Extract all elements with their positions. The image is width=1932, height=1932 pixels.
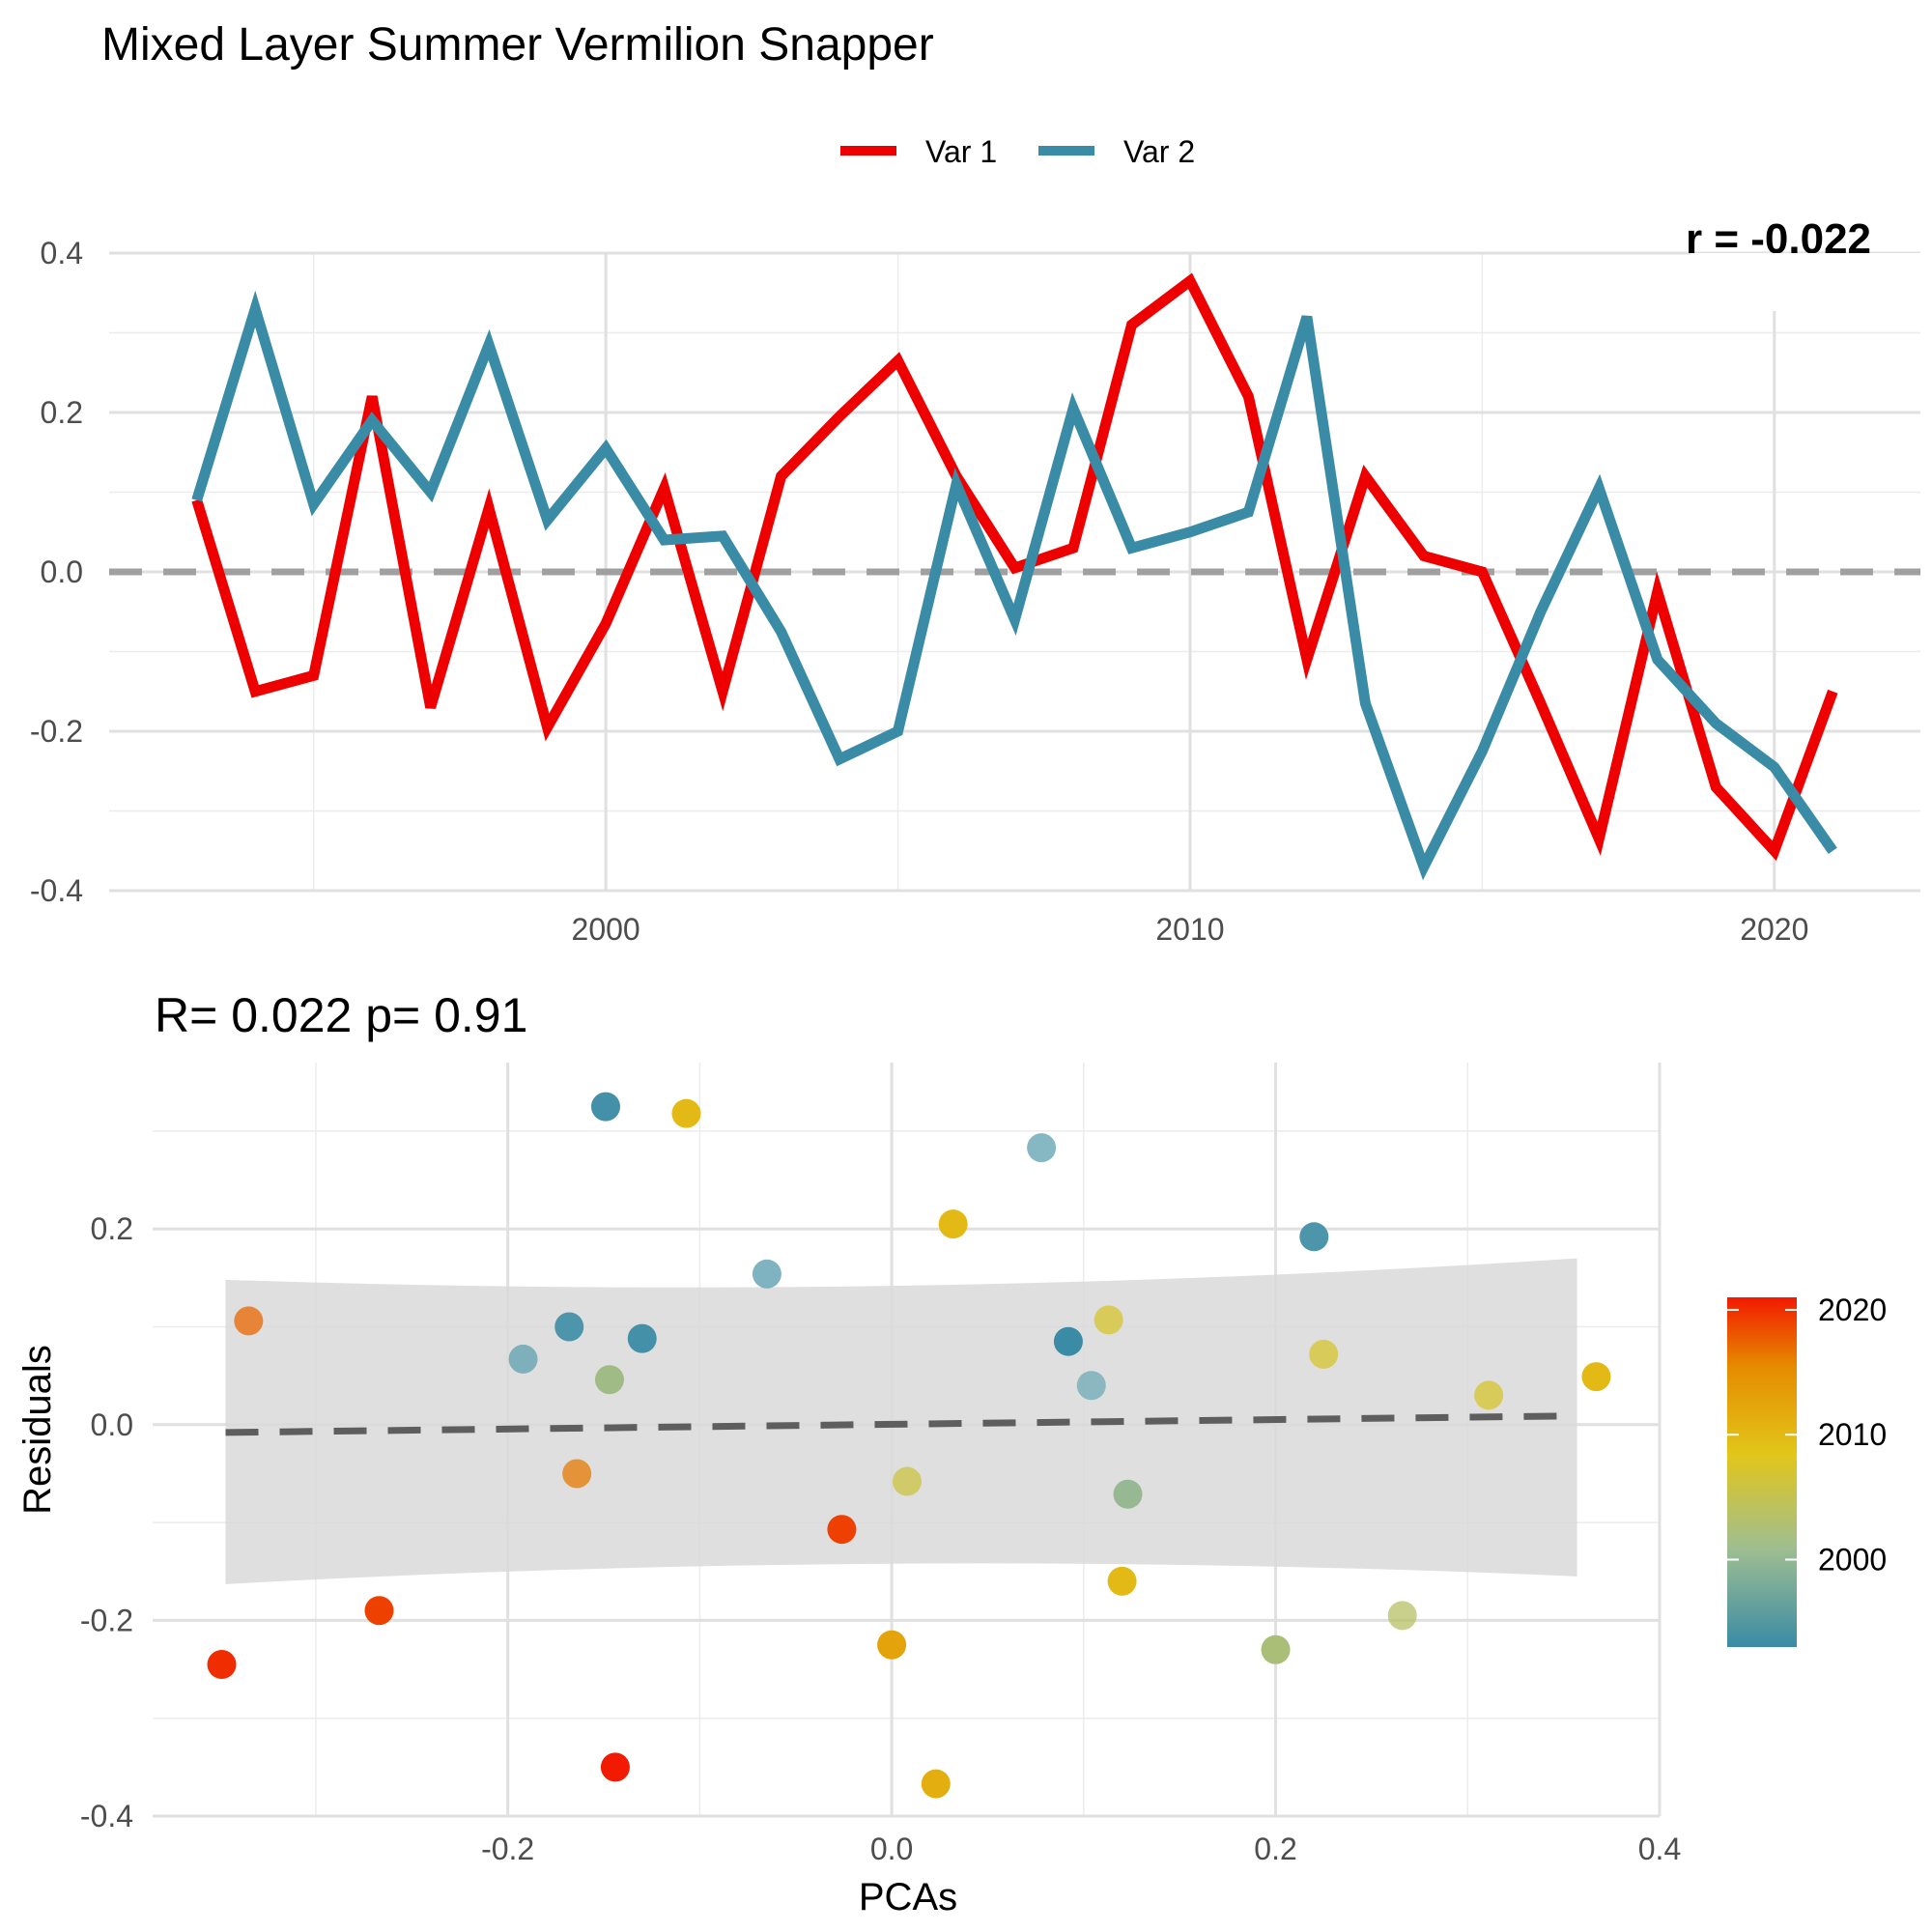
colorbar-tick-label: 2000 — [1818, 1543, 1887, 1577]
scatter-point — [562, 1459, 592, 1489]
scatter-point — [827, 1515, 857, 1545]
corner-mask — [1690, 253, 1932, 311]
chart-title: Mixed Layer Summer Vermilion Snapper — [101, 19, 934, 71]
scatter-point — [1299, 1222, 1329, 1252]
scatter-point — [600, 1752, 630, 1782]
scatter-point — [1581, 1362, 1611, 1392]
scatter-point — [1113, 1479, 1143, 1509]
scatter-point — [892, 1466, 922, 1496]
scatter-point — [752, 1259, 781, 1289]
y-axis-title: Residuals — [16, 1345, 59, 1515]
legend-label-var-1: Var 1 — [925, 134, 997, 169]
scatter-point — [938, 1209, 968, 1239]
scatter-point — [554, 1312, 584, 1342]
y-tick-label: -0.2 — [30, 714, 83, 749]
x-axis-title: PCAs — [859, 1876, 957, 1918]
line-legend: Var 1 Var 2 — [840, 134, 1195, 169]
scatter-point — [627, 1323, 657, 1353]
y-tick-label: -0.2 — [80, 1603, 133, 1637]
scatter-point — [1053, 1326, 1083, 1356]
top-plot-panel — [109, 272, 1920, 881]
scatter-point — [207, 1649, 237, 1679]
x-tick-label: 0.0 — [870, 1832, 913, 1866]
scatter-point — [1309, 1339, 1339, 1369]
x-tick-label: -0.2 — [481, 1832, 534, 1866]
scatter-point — [1094, 1305, 1123, 1335]
x-tick-label: 2020 — [1740, 912, 1808, 947]
x-tick-label: 2010 — [1155, 912, 1224, 947]
scatter-point — [1474, 1380, 1504, 1410]
y-tick-label: 0.2 — [91, 1211, 133, 1246]
bottom-plot-panel — [207, 1092, 1611, 1799]
scatter-point — [671, 1098, 701, 1128]
x-tick-label: 2000 — [572, 912, 640, 947]
y-tick-label: -0.4 — [30, 873, 83, 908]
scatter-point — [234, 1306, 264, 1336]
scatter-point — [1076, 1371, 1106, 1401]
x-tick-label: 0.4 — [1638, 1832, 1681, 1866]
colorbar-tick-label: 2020 — [1818, 1293, 1887, 1327]
scatter-point — [1107, 1566, 1137, 1596]
scatter-point — [590, 1092, 620, 1122]
scatter-point — [921, 1769, 951, 1799]
scatter-point — [508, 1344, 538, 1374]
y-tick-label: 0.2 — [41, 395, 83, 430]
color-legend: 2000 2010 2020 — [1727, 1293, 1887, 1647]
scatter-point — [364, 1596, 394, 1626]
colorbar-gradient — [1727, 1297, 1797, 1647]
scatter-point — [594, 1365, 624, 1395]
corner-mask-top — [1642, 174, 1932, 217]
colorbar-tick-label: 2010 — [1818, 1417, 1887, 1452]
scatter-point — [1387, 1601, 1417, 1631]
series-line-var-2 — [191, 290, 1837, 881]
scatter-point — [1261, 1634, 1291, 1664]
trend-line — [225, 1412, 1577, 1436]
scatter-point — [1027, 1133, 1057, 1163]
y-tick-label: -0.4 — [80, 1799, 133, 1833]
y-tick-label: 0.0 — [91, 1407, 133, 1442]
scatter-subtitle: R= 0.022 p= 0.91 — [155, 988, 527, 1042]
y-tick-label: 0.0 — [41, 554, 83, 589]
x-tick-label: 0.2 — [1254, 1832, 1296, 1866]
series-line-var-1 — [191, 272, 1838, 862]
legend-label-var-2: Var 2 — [1123, 134, 1195, 169]
scatter-point — [877, 1630, 907, 1660]
y-tick-label: 0.4 — [41, 236, 83, 270]
